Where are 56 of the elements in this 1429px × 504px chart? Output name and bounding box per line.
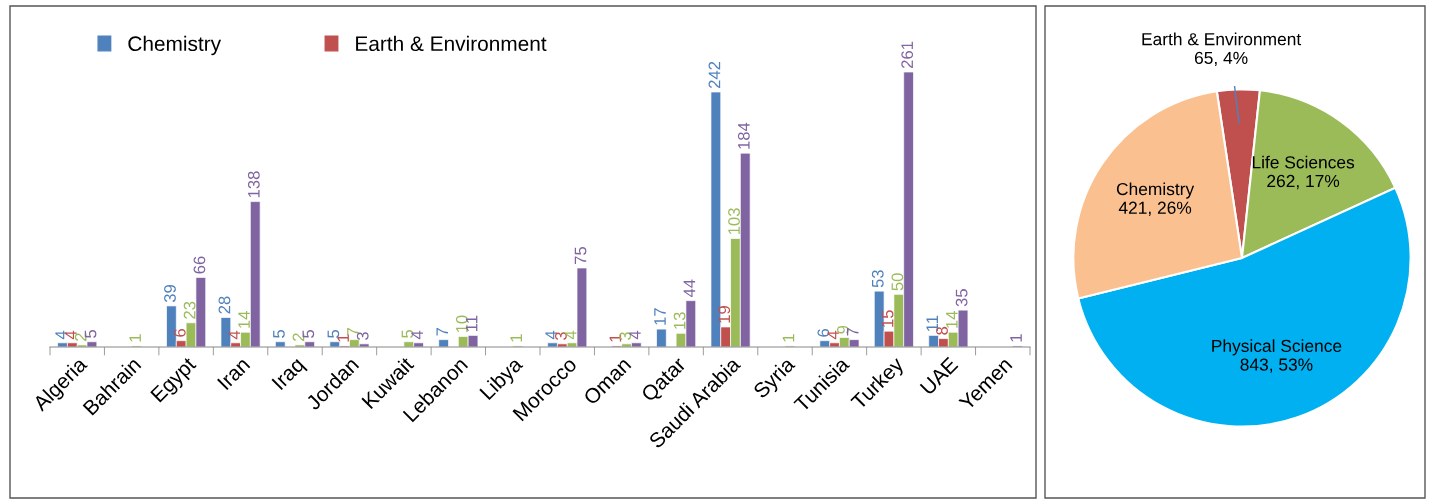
x-tick-label: Iraq (271, 356, 308, 394)
data-label: 5 (273, 330, 285, 338)
data-label: 6 (173, 328, 186, 337)
data-label: 4 (65, 330, 77, 340)
x-tick-label: Iran (217, 356, 251, 391)
data-label: 1 (782, 334, 795, 342)
data-label: 103 (728, 208, 740, 235)
data-label: 39 (164, 285, 176, 303)
data-label: 421, 26% (1118, 201, 1192, 216)
data-label: 4 (564, 330, 577, 340)
slice-label: Chemistry (1116, 182, 1195, 199)
legend-label: Chemistry (128, 35, 222, 56)
data-label: 50 (891, 273, 904, 291)
data-label: 66 (193, 256, 206, 274)
data-label: 17 (654, 308, 666, 325)
data-label: 1 (129, 334, 141, 342)
data-label: 1 (510, 334, 522, 342)
data-label: 1 (1010, 334, 1022, 342)
data-label: 3 (554, 332, 567, 341)
data-label: 35 (955, 289, 968, 307)
data-label: 4 (55, 330, 67, 340)
data-label: 261 (901, 41, 914, 68)
data-label: 3 (356, 332, 369, 341)
data-label: 7 (846, 328, 859, 336)
data-label: 242 (708, 61, 721, 89)
data-label: 5 (327, 330, 340, 338)
data-label: 11 (465, 315, 478, 331)
data-label: 11 (926, 315, 938, 331)
data-label: 4 (545, 330, 557, 340)
data-label: 53 (871, 270, 884, 288)
data-label: 19 (718, 306, 731, 323)
data-label: 262, 17% (1267, 174, 1340, 190)
data-label: 138 (247, 171, 260, 198)
data-label: 15 (881, 310, 894, 327)
slice-label: Life Sciences (1252, 155, 1355, 169)
data-label: 75 (574, 246, 587, 264)
data-label: 44 (683, 279, 696, 298)
data-label: 23 (183, 301, 196, 319)
data-label: 843, 53% (1240, 358, 1313, 373)
slice-label: Earth & Environment (1142, 32, 1302, 46)
data-label: 7 (436, 328, 448, 336)
data-label: 14 (946, 311, 958, 328)
data-label: 28 (218, 296, 231, 314)
data-label: 13 (673, 312, 686, 329)
data-label: 65, 4% (1194, 51, 1248, 67)
data-label: 1 (609, 334, 622, 342)
legend-label: Earth & Environment (356, 35, 547, 52)
data-label: 184 (737, 122, 750, 149)
data-label: 8 (936, 326, 948, 335)
data-label: 1 (337, 334, 349, 342)
data-label: 4 (629, 330, 641, 340)
data-label: 7 (347, 328, 359, 336)
data-label: 3 (619, 332, 632, 341)
data-label: 14 (238, 311, 250, 328)
slice-label: Physical Science (1212, 339, 1342, 356)
data-label: 4 (228, 330, 240, 340)
